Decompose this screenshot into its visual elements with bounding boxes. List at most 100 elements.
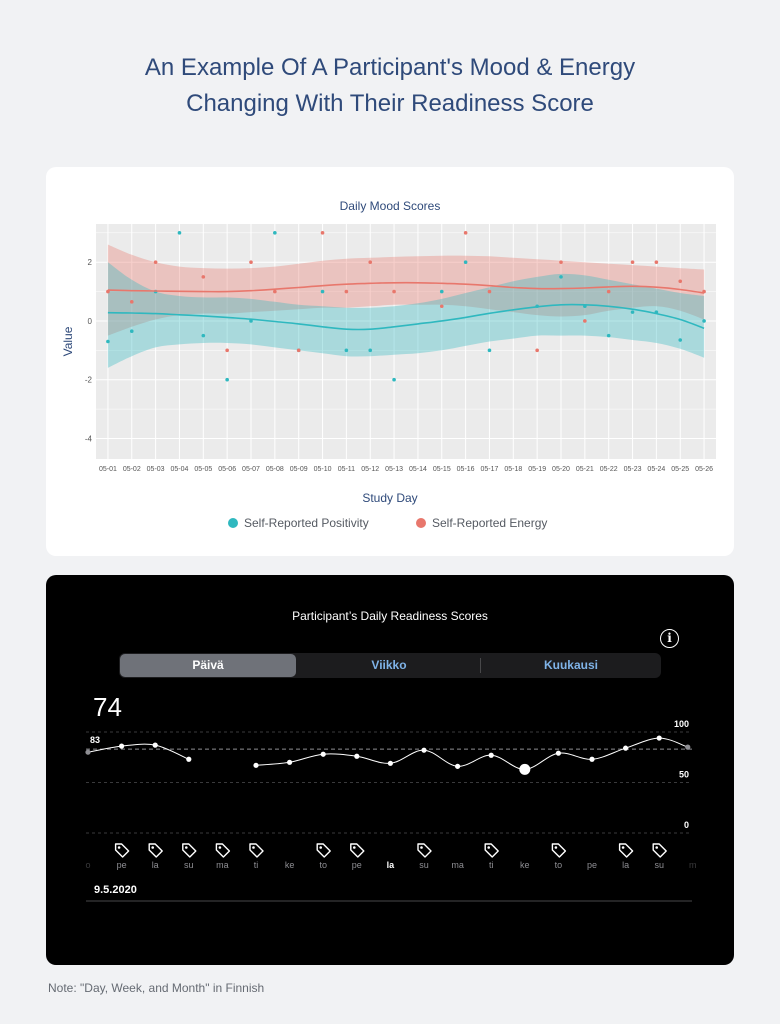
tag-icon-hole [420,846,423,849]
tag-icon-shape [350,843,365,858]
day-label: ti [489,860,494,870]
y-tick-label: 2 [88,258,93,267]
readiness-point [555,750,561,756]
segment-divider [480,658,481,673]
data-point-energy [368,260,373,264]
day-label: to [555,860,563,870]
tag-icon-hole [151,846,154,849]
x-tick-label: 05-26 [695,466,713,473]
tag-icon-hole [185,846,188,849]
data-point-positivity [392,377,396,382]
readiness-point [287,759,293,765]
data-point-energy [106,289,110,294]
tag-icon [249,843,264,858]
x-tick-label: 05-09 [290,466,308,473]
tab-month[interactable]: Kuukausi [543,658,598,672]
day-label: la [152,860,159,870]
x-tick-label: 05-04 [171,466,189,473]
day-label: pe [587,860,597,870]
page-title-line-1: An Example Of A Participant's Mood & Ene… [144,54,636,81]
reference-label: 83 [90,735,100,745]
data-point-energy [702,289,706,294]
tag-icon-hole [621,846,625,849]
data-point-positivity [678,338,683,342]
x-tick-label: 05-06 [218,466,236,473]
x-tick-label: 05-22 [600,466,618,473]
readiness-point [152,742,158,748]
data-point-energy [129,300,134,304]
data-point-positivity [177,231,182,235]
data-point-energy [463,231,468,235]
footnote: Note: "Day, Week, and Month" in Finnish [48,981,265,995]
x-tick-label: 05-19 [528,466,546,473]
tag-icon [618,843,634,858]
legend-label-energy: Self-Reported Energy [432,516,547,530]
mood-chart-card: Daily Mood Scores -4 -2 0 2 05-01 05-02 05-03 05… [46,167,734,556]
tag-icon-shape [417,843,432,858]
readiness-y-tick: 0 [684,820,689,830]
readiness-point [656,735,662,741]
readiness-point-selected [519,763,531,775]
page-title-line-2: Changing With Their Readiness Score [186,90,594,117]
tag-icon-shape [114,843,130,858]
x-tick-label: 05-25 [671,466,689,473]
tag-icon-shape [182,843,197,858]
day-label: m [689,860,697,870]
data-point-energy [535,348,539,353]
y-tick-label: -4 [85,434,93,443]
data-point-positivity [106,339,110,344]
tag-icon-hole [218,846,222,849]
x-tick-label: 05-17 [481,466,499,473]
x-tick-label: 05-03 [147,466,165,473]
x-tick-label: 05-20 [552,466,570,473]
tag-icon [148,843,163,858]
readiness-point [455,763,461,769]
tab-day[interactable]: Päivä [120,654,296,677]
data-point-positivity [273,231,277,235]
x-tick-label: 05-23 [624,466,642,473]
tag-icon-hole [252,846,255,849]
day-label: ti [254,860,259,870]
data-point-positivity [463,260,468,264]
selected-date: 9.5.2020 [94,884,137,896]
x-axis-label: Study Day [362,491,417,505]
tag-icon-hole [554,846,558,849]
data-point-positivity [368,348,373,353]
day-label: pe [352,860,362,870]
readiness-point [85,749,91,755]
x-tick-label: 05-02 [123,466,141,473]
trend-line-energy [107,281,705,294]
tag-icon [316,843,331,858]
tag-icon-hole [353,846,356,849]
data-point-energy [606,289,611,294]
plot-panel [96,224,716,459]
y-axis-label: Value [61,326,75,356]
readiness-point [685,744,691,750]
data-point-energy [320,231,325,235]
current-score: 74 [93,692,122,722]
data-point-energy [225,348,229,353]
data-point-positivity [535,304,539,309]
x-tick-label: 05-18 [504,466,522,473]
day-label: la [387,860,396,870]
readiness-point [354,753,360,759]
tab-week[interactable]: Viikko [371,658,407,672]
day-label: ke [520,860,530,870]
period-segmented-control: Päivä Viikko Kuukausi [119,653,661,678]
tag-icon [215,843,231,858]
readiness-point [589,756,595,762]
info-icon[interactable]: i [660,629,679,648]
data-point-positivity [439,289,444,294]
data-point-energy [392,289,396,294]
page-title: An Example Of A Participant's Mood & Ene… [0,50,780,122]
data-point-positivity [320,289,325,294]
tag-icon-hole [319,846,322,849]
data-point-energy [654,260,659,264]
readiness-line [255,737,688,770]
legend-swatch-positivity [228,518,238,528]
y-tick-label: -2 [85,376,93,385]
data-point-energy [583,319,587,323]
data-point-positivity [583,304,587,309]
data-point-positivity [702,319,706,323]
data-point-positivity [487,348,492,353]
